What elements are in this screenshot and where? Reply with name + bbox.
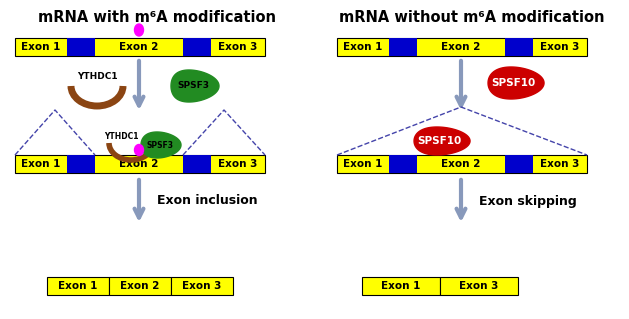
Text: Exon 3: Exon 3 xyxy=(459,281,499,291)
Bar xyxy=(67,38,95,56)
Text: Exon 2: Exon 2 xyxy=(442,42,481,52)
Bar xyxy=(47,277,109,295)
Text: SPSF3: SPSF3 xyxy=(177,81,209,91)
Text: mRNA without m⁶A modification: mRNA without m⁶A modification xyxy=(339,10,604,25)
Bar xyxy=(337,38,587,56)
Text: Exon 3: Exon 3 xyxy=(218,42,258,52)
Text: SPSF10: SPSF10 xyxy=(417,136,461,146)
Polygon shape xyxy=(414,127,470,155)
Text: Exon inclusion: Exon inclusion xyxy=(157,195,258,207)
Bar xyxy=(505,155,533,173)
Text: YTHDC1: YTHDC1 xyxy=(104,132,138,141)
Text: Exon 1: Exon 1 xyxy=(343,42,382,52)
Text: Exon 1: Exon 1 xyxy=(343,159,382,169)
Text: Exon 2: Exon 2 xyxy=(120,42,159,52)
Bar xyxy=(183,155,211,173)
Ellipse shape xyxy=(135,145,143,155)
Bar xyxy=(440,277,518,295)
Text: Exon 2: Exon 2 xyxy=(120,281,160,291)
Text: Exon 1: Exon 1 xyxy=(381,281,421,291)
Polygon shape xyxy=(141,132,181,158)
Bar xyxy=(337,155,587,173)
Bar xyxy=(505,38,533,56)
Text: Exon 3: Exon 3 xyxy=(182,281,221,291)
Bar xyxy=(67,155,95,173)
Text: Exon 1: Exon 1 xyxy=(21,42,60,52)
Text: SPSF3: SPSF3 xyxy=(147,140,174,150)
Text: Exon 1: Exon 1 xyxy=(58,281,97,291)
Bar xyxy=(389,38,417,56)
Bar xyxy=(183,38,211,56)
Text: YTHDC1: YTHDC1 xyxy=(77,72,118,81)
Text: Exon 2: Exon 2 xyxy=(120,159,159,169)
Polygon shape xyxy=(171,70,219,102)
Text: Exon skipping: Exon skipping xyxy=(479,195,577,207)
Bar xyxy=(15,155,265,173)
Text: Exon 3: Exon 3 xyxy=(540,42,580,52)
Bar xyxy=(15,38,265,56)
Text: mRNA with m⁶A modification: mRNA with m⁶A modification xyxy=(38,10,276,25)
Text: Exon 1: Exon 1 xyxy=(21,159,60,169)
Bar xyxy=(109,277,171,295)
Bar xyxy=(171,277,233,295)
Bar xyxy=(362,277,440,295)
Ellipse shape xyxy=(135,24,143,36)
Text: SPSF10: SPSF10 xyxy=(491,78,535,88)
Text: Exon 3: Exon 3 xyxy=(540,159,580,169)
Polygon shape xyxy=(488,67,544,99)
Bar xyxy=(389,155,417,173)
Text: Exon 2: Exon 2 xyxy=(442,159,481,169)
Text: Exon 3: Exon 3 xyxy=(218,159,258,169)
